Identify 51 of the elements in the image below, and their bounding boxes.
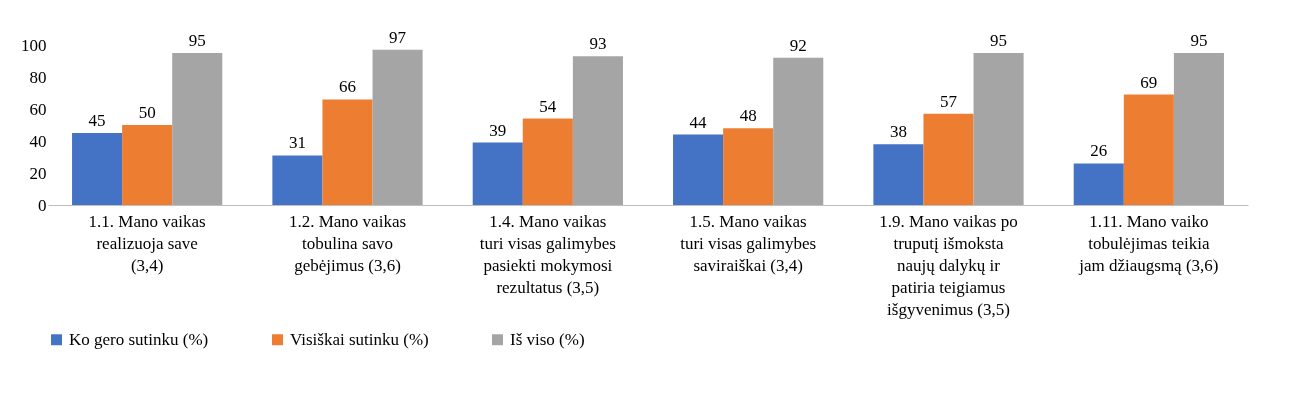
y-tick-label: 20 xyxy=(29,163,47,183)
legend-label: Iš viso (%) xyxy=(510,329,585,349)
x-tick-label: 1.11. Mano vaiko tobulėjimas teikia jam džiaugsmą (3,6) xyxy=(1078,211,1219,275)
bar xyxy=(372,49,423,205)
bar xyxy=(522,118,573,205)
bar xyxy=(322,99,373,205)
bar xyxy=(1073,163,1124,205)
bar xyxy=(172,53,223,205)
x-tick-label: 1.4. Mano vaikas turi visas galimybes pasiekti mokymosi rezultatus (3,5) xyxy=(479,211,616,297)
x-tick-label: 1.1. Mano vaikas realizuoja save (3,4) xyxy=(88,211,206,275)
legend-label: Visiškai sutinku (%) xyxy=(290,329,429,349)
bar xyxy=(572,56,623,205)
data-label: 95 xyxy=(1190,31,1208,50)
y-tick-label: 80 xyxy=(29,67,47,87)
data-label: 39 xyxy=(489,120,507,140)
legend-label: Ko gero sutinku (%) xyxy=(69,329,209,349)
data-label: 95 xyxy=(990,31,1008,50)
data-label: 92 xyxy=(789,35,807,55)
data-label: 50 xyxy=(138,103,156,122)
data-label: 69 xyxy=(1140,72,1158,92)
bar xyxy=(72,133,123,205)
x-tick-label: 1.9. Mano vaikas po truputį išmoksta naujų dalykų ir patiria teigiamus išgyvenimus (3,5) xyxy=(879,211,1018,319)
data-label: 97 xyxy=(389,27,407,47)
y-tick-label: 100 xyxy=(21,35,47,55)
data-label: 45 xyxy=(88,111,106,130)
data-label: 48 xyxy=(739,106,757,126)
data-label: 54 xyxy=(539,96,557,116)
bar xyxy=(773,57,824,205)
bar xyxy=(1123,94,1174,205)
data-label: 26 xyxy=(1090,141,1108,161)
x-tick-label: 1.2. Mano vaikas tobulina savo gebėjimus (3,6) xyxy=(288,211,407,275)
data-label: 38 xyxy=(889,122,907,142)
y-tick-label: 40 xyxy=(29,131,47,151)
y-tick-label: 60 xyxy=(29,99,47,119)
data-label: 95 xyxy=(188,31,206,50)
bar xyxy=(1173,53,1224,205)
data-label: 44 xyxy=(689,112,708,132)
data-label: 57 xyxy=(940,91,958,111)
data-label: 31 xyxy=(288,133,306,153)
x-tick-label: 1.5. Mano vaikas turi visas galimybes saviraiškai (3,4) xyxy=(680,211,817,275)
bar xyxy=(873,144,924,205)
bar xyxy=(673,134,724,205)
bar xyxy=(472,142,523,205)
data-label: 66 xyxy=(339,77,356,97)
bar xyxy=(723,128,774,205)
bar xyxy=(122,125,173,205)
bar xyxy=(272,155,323,205)
bar xyxy=(973,53,1024,205)
bar xyxy=(923,113,974,205)
y-tick-label: 0 xyxy=(38,195,47,215)
data-label: 93 xyxy=(589,34,607,54)
